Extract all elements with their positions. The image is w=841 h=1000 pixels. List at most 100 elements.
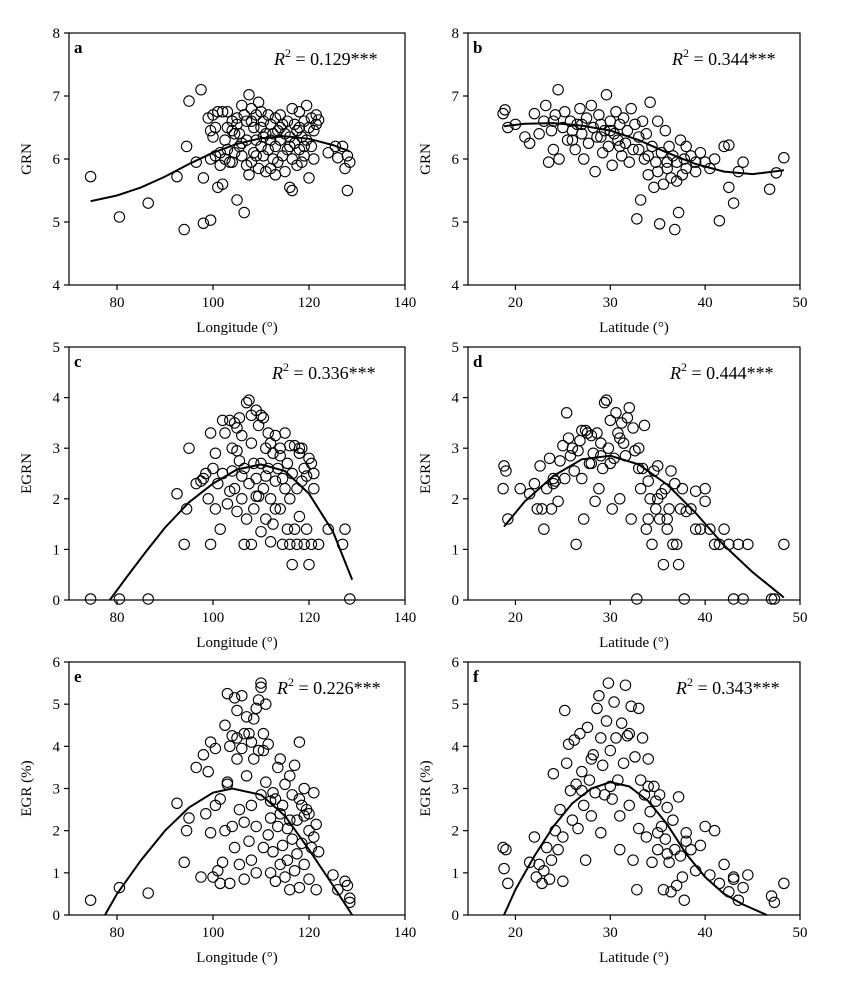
data-point	[680, 835, 692, 847]
data-point	[303, 452, 315, 465]
data-point	[209, 742, 222, 755]
data-point	[543, 873, 556, 885]
data-point	[500, 465, 512, 477]
y-tick-label: 1	[452, 866, 460, 882]
data-point	[577, 153, 590, 165]
data-point	[600, 88, 613, 101]
data-point	[718, 140, 730, 153]
data-point	[498, 862, 510, 875]
data-point	[582, 137, 595, 150]
data-point	[674, 134, 687, 146]
plot-frame	[68, 661, 406, 916]
y-tick-label: 4	[53, 739, 61, 755]
data-point	[617, 757, 630, 769]
data-point	[243, 394, 255, 406]
data-point	[562, 738, 575, 750]
data-point	[632, 143, 645, 156]
data-point	[231, 753, 243, 765]
data-point	[142, 593, 154, 605]
data-point	[678, 894, 691, 906]
y-tick-label: 6	[452, 152, 460, 168]
data-point	[678, 593, 691, 605]
x-tick-label: 140	[394, 925, 417, 941]
data-point	[566, 442, 579, 454]
y-tick-label: 4	[452, 739, 460, 755]
data-point	[615, 150, 628, 162]
y-axis-title: EGRN	[19, 453, 35, 494]
data-point	[644, 493, 656, 505]
data-point	[260, 776, 272, 788]
plot-frame	[467, 661, 801, 916]
data-point	[303, 172, 315, 184]
data-point	[606, 793, 618, 805]
data-point	[604, 115, 617, 127]
data-point	[642, 780, 654, 793]
data-point	[204, 827, 217, 839]
data-point	[657, 558, 670, 571]
data-point	[274, 808, 286, 820]
data-point	[600, 715, 613, 727]
data-point	[564, 115, 577, 127]
data-point	[612, 774, 624, 786]
data-point	[113, 593, 126, 605]
data-point	[243, 169, 255, 181]
data-point	[214, 523, 226, 535]
data-point	[631, 593, 643, 605]
data-point	[614, 140, 626, 153]
data-point	[547, 143, 560, 156]
data-point	[585, 99, 598, 112]
x-tick-label: 80	[110, 610, 125, 626]
data-point	[502, 877, 514, 890]
data-point	[252, 96, 265, 109]
data-point	[610, 106, 622, 118]
data-point	[288, 864, 301, 877]
data-point	[298, 858, 310, 871]
data-point	[672, 791, 685, 803]
data-point	[339, 523, 351, 535]
data-point	[502, 121, 514, 134]
data-point	[190, 761, 202, 774]
data-point	[231, 444, 243, 457]
x-tick-label: 120	[298, 925, 321, 941]
data-point	[219, 134, 231, 146]
data-point	[610, 407, 622, 419]
y-tick-label: 2	[452, 824, 460, 840]
data-point	[308, 482, 320, 495]
x-tick-label: 100	[202, 925, 225, 941]
data-point	[718, 858, 730, 871]
data-point	[545, 854, 558, 866]
data-point	[257, 744, 270, 757]
data-point	[240, 770, 253, 782]
x-tick-label: 20	[508, 610, 523, 626]
data-point	[612, 134, 624, 146]
y-axis-title: EGRN	[418, 453, 434, 494]
y-tick-label: 0	[53, 908, 61, 924]
data-point	[583, 774, 596, 786]
data-point	[260, 470, 272, 482]
data-point	[723, 538, 735, 551]
data-point	[644, 805, 656, 818]
data-point	[248, 146, 260, 159]
data-point	[653, 218, 666, 230]
data-point	[332, 883, 344, 896]
data-point	[713, 214, 726, 227]
data-point	[704, 523, 716, 535]
data-point	[670, 879, 683, 892]
data-point	[281, 457, 294, 470]
data-point	[269, 429, 282, 442]
data-point	[245, 854, 258, 866]
data-point	[619, 137, 632, 150]
data-point	[574, 727, 586, 740]
data-point	[221, 106, 234, 118]
data-point	[591, 427, 603, 439]
data-point	[742, 538, 754, 551]
data-point	[653, 513, 666, 525]
data-point	[286, 102, 298, 115]
data-point	[312, 845, 325, 858]
data-point	[243, 835, 255, 847]
data-point	[284, 140, 296, 153]
data-point	[680, 827, 692, 839]
data-point	[634, 774, 647, 786]
data-point	[598, 396, 611, 409]
data-point	[293, 736, 306, 748]
